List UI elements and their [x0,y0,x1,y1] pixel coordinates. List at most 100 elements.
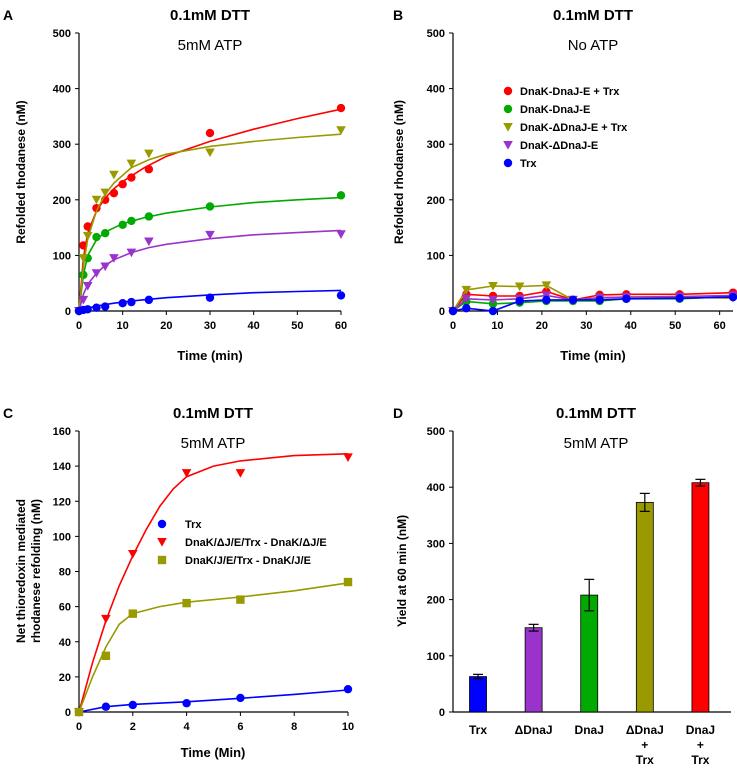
panel-b-x-tick-label: 50 [669,320,681,332]
panel-a-data-point-dnak-dnaj-e-trx [82,231,93,241]
panel-a-data-point-dnak-dnaj-e [144,237,154,247]
panel-a-x-tick-label: 20 [160,320,172,332]
panel-b-legend-label: DnaK-ΔDnaJ-E + Trx [520,122,628,134]
panel-c-x-label: Time (Min) [181,745,246,760]
panel-c-y-tick-label: 80 [59,567,71,579]
panel-c-y-tick-label: 160 [53,426,71,438]
panel-d-category-label: ΔDnaJ [626,723,664,737]
panel-a-annotation: 5mM ATP [178,37,243,54]
panel-b-data-point-trx [488,306,498,316]
panel-b-data-point-trx [595,295,604,305]
panel-a-data-point-dnak-dnaj-e [100,262,110,272]
panel-a-series-line-dnak-dnaj-e-trx [78,133,342,312]
panel-d-y-tick-label: 100 [427,651,445,663]
panel-b-legend-marker [503,123,513,132]
panel-c-series-line-dnak-j-e-trx-dnak-j-e [78,582,349,713]
panel-c-data-point-dnak-j-e-trx-dnak-j-e [181,469,192,478]
panel-a-data-point-dnak-dnaj-e-trx [100,188,110,198]
panel-letter-a: A [3,7,13,23]
panel-d-bar [635,501,654,713]
panel-a-data-point-dnak-dnaj-e [109,254,119,263]
panel-b-data-point-dnak-dnaj-e-trx [488,281,498,291]
panel-a-data-point-dnak-dnaj-e [144,212,154,221]
panel-c-legend-marker [157,555,167,565]
panel-a-data-point-dnak-dnaj-e [101,228,110,238]
panel-b-series-line-dnak-dnaj-e [452,294,734,312]
panel-a-data-point-dnak-dnaj-e [92,232,101,242]
panel-c-x-tick-label: 0 [76,721,82,733]
panel-c-data-point-trx [182,699,191,708]
panel-a-data-point-dnak-dnaj-e-trx [91,195,102,205]
panel-a-x-tick-label: 10 [117,320,129,332]
panel-a-x-tick-label: 60 [335,320,347,332]
panel-b-legend-label: DnaK-DnaJ-E + Trx [520,86,620,98]
panel-a-data-point-dnak-dnaj-e [127,216,136,226]
panel-a-data-point-trx [144,295,154,305]
panel-c-data-point-dnak-j-e-trx-dnak-j-e [101,614,111,624]
panel-b-data-point-trx [675,294,684,303]
panel-c-legend-label: DnaK/J/E/Trx - DnaK/J/E [185,555,311,567]
panel-a-x-tick-label: 30 [204,320,216,332]
panel-b-data-point-trx [622,294,631,303]
panel-a-data-point-dnak-dnaj-e-trx [78,254,89,263]
panel-d-bar [580,594,599,713]
panel-c-data-point-dnak-j-e-trx-dnak-j-e [101,651,111,660]
panel-c-y-label-line: rhodanese refolding (nM) [29,499,43,643]
panel-b-y-tick-label: 100 [427,250,445,262]
panel-c-x-tick-label: 10 [342,721,354,733]
panel-b-x-label: Time (min) [560,348,626,363]
panel-d-y-tick-label: 200 [427,595,445,607]
panel-c-data-point-trx [128,700,137,710]
panel-c-data-point-dnak-j-e-trx-dnak-j-e [343,577,353,587]
panel-c-y-label-line: Net thioredoxin mediated [14,499,28,643]
panel-b-data-point-trx [568,295,578,305]
panel-b-annotation: No ATP [568,37,619,54]
panel-c-data-point-dnak-j-e-trx-dnak-j-e [128,549,138,559]
panel-d-annotation: 5mM ATP [564,435,629,452]
panel-a-title: 0.1mM DTT [170,7,250,24]
panel-d-y-tick-label: 500 [427,426,445,438]
panel-c-x-tick-label: 6 [237,721,243,733]
panel-a-y-tick-label: 300 [53,139,71,151]
panel-d-category-label: Trx [469,723,487,737]
panel-c-y-tick-label: 0 [65,707,71,719]
panel-a-data-point-trx [92,303,101,312]
panel-c-data-point-trx [236,693,245,703]
panel-d-bar [691,482,710,713]
panel-letter-c: C [3,405,13,421]
panel-a-data-point-dnak-dnaj-e-trx [109,188,119,198]
panel-c-legend-label: DnaK/ΔJ/E/Trx - DnaK/ΔJ/E [185,537,327,549]
panel-c-x-tick-label: 4 [184,721,191,733]
panel-b-data-point-dnak-dnaj-e-trx [461,285,472,295]
panel-d-title: 0.1mM DTT [556,405,636,422]
panel-a-data-point-trx [83,305,92,314]
panel-b-x-tick-label: 60 [714,320,726,332]
panel-b-legend-marker [503,158,513,168]
panel-letter-b: B [393,7,403,23]
panel-a-data-point-dnak-dnaj-e [82,281,93,291]
panel-b-y-tick-label: 300 [427,139,445,151]
panel-a-y-tick-label: 200 [53,195,71,207]
panel-c-series-line-trx [78,689,349,713]
panel-c-legend-marker [157,538,167,547]
panel-b-data-point-dnak-dnaj-e-trx [514,282,525,292]
panel-b-legend-label: Trx [520,158,537,170]
panel-a-data-point-dnak-dnaj-e-trx [79,241,88,250]
panel-a-y-tick-label: 400 [53,84,71,96]
panel-c-data-point-dnak-j-e-trx-dnak-j-e [236,595,245,604]
panel-b-x-tick-label: 30 [580,320,592,332]
panel-c-legend-label: Trx [185,519,202,531]
panel-a-y-tick-label: 100 [53,250,71,262]
panel-d-y-label: Yield at 60 min (nM) [395,515,409,627]
panel-d-y-tick-label: 0 [439,707,445,719]
panel-b-legend-label: DnaK-DnaJ-E [520,104,590,116]
panel-a-data-point-trx [101,302,110,311]
panel-a-data-point-dnak-dnaj-e-trx [83,222,92,231]
panel-c-y-tick-label: 140 [53,461,71,473]
panel-d-category-label: ΔDnaJ [515,723,553,737]
panel-c-y-tick-label: 120 [53,496,71,508]
panel-b-x-tick-label: 10 [491,320,503,332]
panel-c-title: 0.1mM DTT [173,405,253,422]
panel-b-data-point-trx [728,292,737,302]
